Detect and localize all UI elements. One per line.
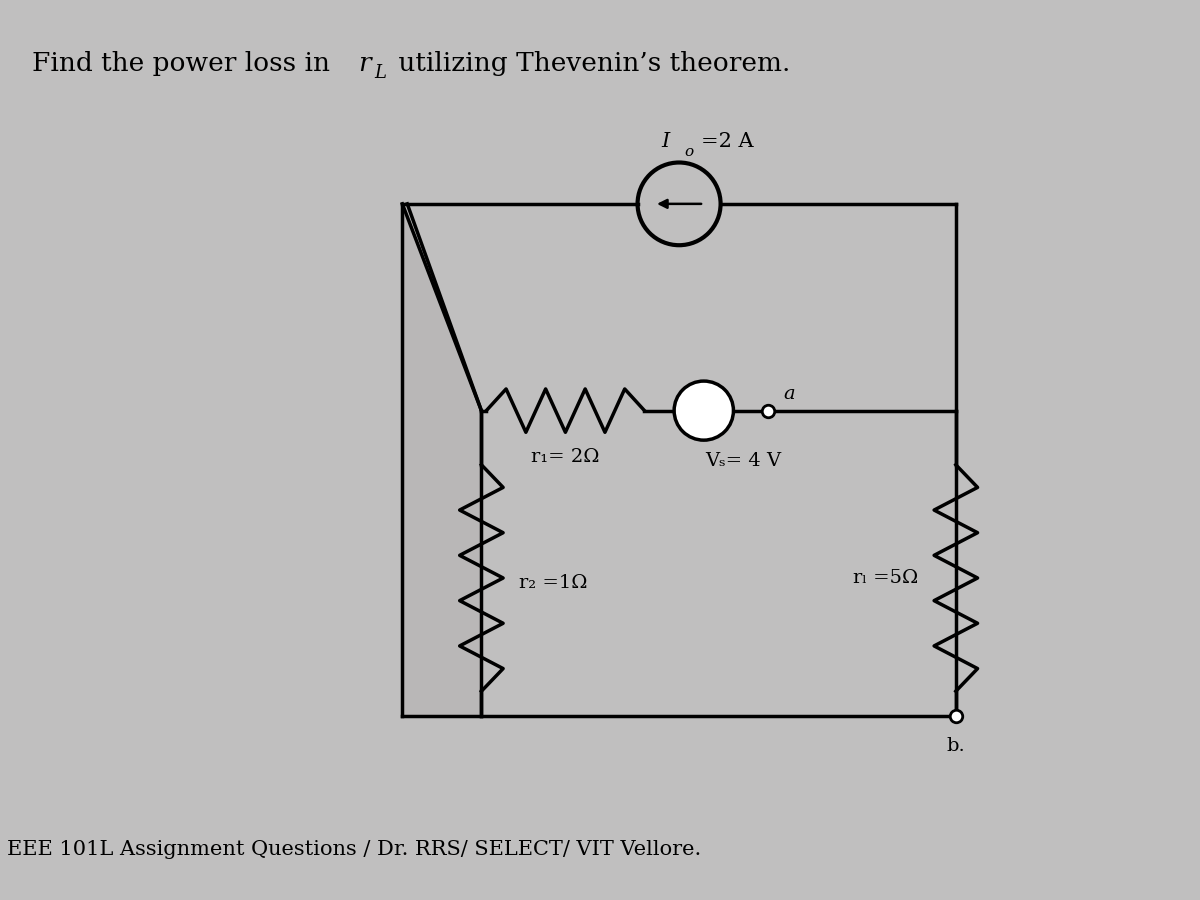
Text: +: + <box>710 403 724 418</box>
Text: r₁= 2Ω: r₁= 2Ω <box>532 448 600 466</box>
Text: a: a <box>782 384 794 402</box>
Text: −: − <box>684 403 697 418</box>
Text: Vₛ= 4 V: Vₛ= 4 V <box>706 452 781 470</box>
Text: r₂ =1Ω: r₂ =1Ω <box>518 574 588 592</box>
Text: I: I <box>661 131 670 150</box>
Text: utilizing Thevenin’s theorem.: utilizing Thevenin’s theorem. <box>390 51 791 76</box>
Text: Find the power loss in: Find the power loss in <box>31 51 338 76</box>
Text: L: L <box>374 64 386 82</box>
Text: =2 A: =2 A <box>701 131 754 150</box>
Polygon shape <box>402 204 481 716</box>
Text: rₗ =5Ω: rₗ =5Ω <box>853 569 918 587</box>
Text: EEE 101L Assignment Questions / Dr. RRS/ SELECT/ VIT Vellore.: EEE 101L Assignment Questions / Dr. RRS/… <box>7 840 701 859</box>
Text: b.: b. <box>947 737 965 755</box>
Text: o: o <box>684 145 694 158</box>
Text: r: r <box>358 51 371 76</box>
Circle shape <box>674 381 733 440</box>
